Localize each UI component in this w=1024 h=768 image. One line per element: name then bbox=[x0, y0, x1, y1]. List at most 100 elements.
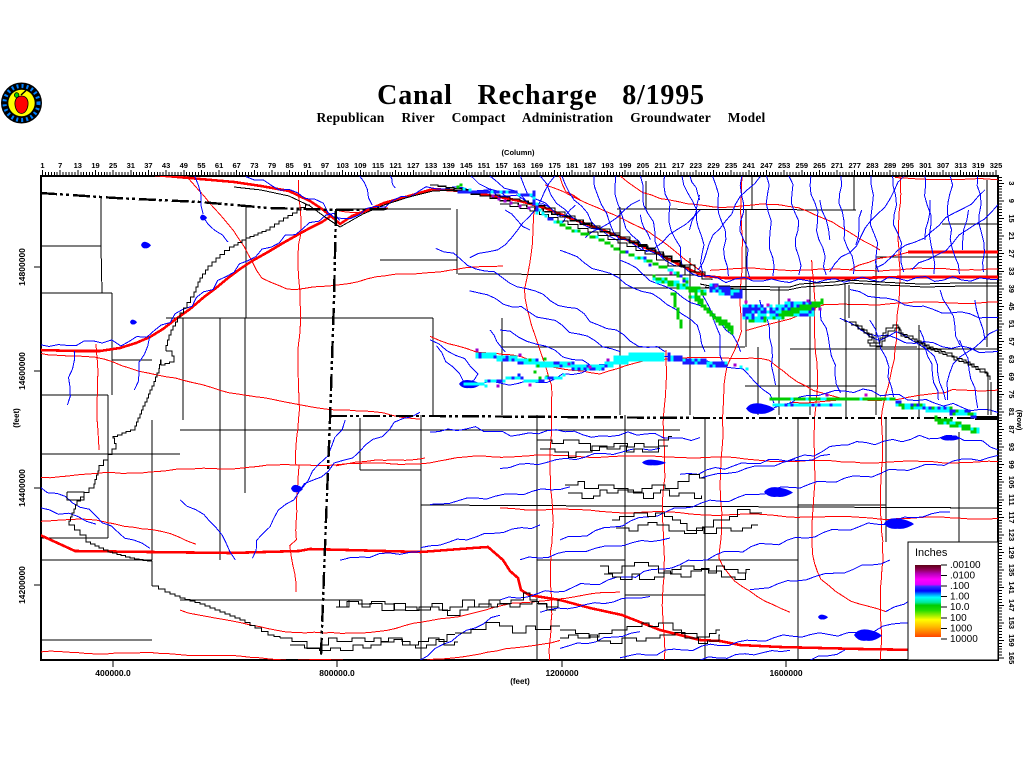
svg-text:81: 81 bbox=[1007, 408, 1016, 416]
svg-text:133: 133 bbox=[425, 161, 438, 170]
svg-text:10000: 10000 bbox=[950, 634, 978, 645]
svg-text:14600000: 14600000 bbox=[17, 352, 27, 390]
svg-text:(feet): (feet) bbox=[12, 408, 21, 428]
svg-text:87: 87 bbox=[1007, 425, 1016, 433]
svg-text:14400000: 14400000 bbox=[17, 469, 27, 507]
svg-text:14200000: 14200000 bbox=[17, 566, 27, 604]
svg-text:265: 265 bbox=[813, 161, 826, 170]
svg-text:99: 99 bbox=[1007, 460, 1016, 468]
svg-text:61: 61 bbox=[215, 161, 223, 170]
svg-text:73: 73 bbox=[250, 161, 258, 170]
svg-text:67: 67 bbox=[233, 161, 241, 170]
svg-text:19: 19 bbox=[91, 161, 99, 170]
svg-text:151: 151 bbox=[478, 161, 491, 170]
svg-text:313: 313 bbox=[954, 161, 967, 170]
svg-text:229: 229 bbox=[707, 161, 720, 170]
svg-text:163: 163 bbox=[513, 161, 526, 170]
svg-text:1000: 1000 bbox=[950, 623, 973, 634]
svg-text:121: 121 bbox=[389, 161, 402, 170]
svg-text:253: 253 bbox=[778, 161, 791, 170]
svg-text:400000.0: 400000.0 bbox=[95, 668, 131, 678]
svg-text:193: 193 bbox=[601, 161, 614, 170]
svg-text:259: 259 bbox=[796, 161, 809, 170]
svg-text:325: 325 bbox=[990, 161, 1003, 170]
svg-text:57: 57 bbox=[1007, 337, 1016, 345]
svg-text:217: 217 bbox=[672, 161, 685, 170]
svg-text:147: 147 bbox=[1007, 599, 1016, 612]
svg-text:277: 277 bbox=[848, 161, 861, 170]
svg-text:.00100: .00100 bbox=[950, 560, 981, 571]
svg-text:85: 85 bbox=[286, 161, 294, 170]
svg-text:169: 169 bbox=[531, 161, 544, 170]
svg-text:109: 109 bbox=[354, 161, 367, 170]
svg-text:Canal Recharge 8/1995: Canal Recharge 8/1995 bbox=[377, 80, 705, 111]
svg-text:181: 181 bbox=[566, 161, 579, 170]
svg-text:79: 79 bbox=[268, 161, 276, 170]
svg-text:141: 141 bbox=[1007, 581, 1016, 594]
svg-text:205: 205 bbox=[637, 161, 650, 170]
svg-text:100: 100 bbox=[950, 613, 967, 624]
svg-text:123: 123 bbox=[1007, 529, 1016, 542]
svg-text:211: 211 bbox=[654, 161, 666, 170]
svg-text:235: 235 bbox=[725, 161, 738, 170]
svg-text:55: 55 bbox=[197, 161, 205, 170]
svg-text:301: 301 bbox=[919, 161, 932, 170]
svg-text:31: 31 bbox=[127, 161, 135, 170]
svg-text:63: 63 bbox=[1007, 355, 1016, 363]
svg-text:(feet): (feet) bbox=[510, 677, 530, 686]
svg-text:129: 129 bbox=[1007, 546, 1016, 559]
svg-text:105: 105 bbox=[1007, 476, 1016, 489]
svg-text:117: 117 bbox=[1007, 511, 1016, 523]
svg-text:319: 319 bbox=[972, 161, 985, 170]
svg-text:9: 9 bbox=[1007, 199, 1016, 203]
svg-text:(Column): (Column) bbox=[502, 148, 535, 157]
svg-text:37: 37 bbox=[144, 161, 152, 170]
svg-text:49: 49 bbox=[180, 161, 188, 170]
svg-text:45: 45 bbox=[1007, 302, 1016, 310]
svg-text:135: 135 bbox=[1007, 564, 1016, 577]
svg-text:1200000: 1200000 bbox=[545, 668, 578, 678]
svg-text:97: 97 bbox=[321, 161, 329, 170]
svg-text:51: 51 bbox=[1007, 320, 1016, 328]
svg-text:14800000: 14800000 bbox=[17, 248, 27, 286]
svg-text:39: 39 bbox=[1007, 285, 1016, 293]
svg-text:223: 223 bbox=[690, 161, 703, 170]
svg-text:111: 111 bbox=[1007, 494, 1016, 506]
svg-text:199: 199 bbox=[619, 161, 632, 170]
svg-text:Inches: Inches bbox=[915, 547, 948, 559]
svg-text:153: 153 bbox=[1007, 617, 1016, 630]
svg-text:15: 15 bbox=[1007, 214, 1016, 222]
svg-text:241: 241 bbox=[743, 161, 756, 170]
svg-text:283: 283 bbox=[866, 161, 879, 170]
svg-text:43: 43 bbox=[162, 161, 170, 170]
svg-text:175: 175 bbox=[548, 161, 561, 170]
svg-text:289: 289 bbox=[884, 161, 897, 170]
svg-text:91: 91 bbox=[303, 161, 311, 170]
svg-text:271: 271 bbox=[831, 161, 844, 170]
svg-text:800000.0: 800000.0 bbox=[319, 668, 355, 678]
svg-text:103: 103 bbox=[336, 161, 349, 170]
svg-text:247: 247 bbox=[760, 161, 773, 170]
svg-text:157: 157 bbox=[495, 161, 508, 170]
svg-text:93: 93 bbox=[1007, 443, 1016, 451]
svg-text:127: 127 bbox=[407, 161, 420, 170]
svg-text:Republican River Compact Admin: Republican River Compact Administration … bbox=[316, 110, 765, 125]
svg-text:21: 21 bbox=[1007, 232, 1016, 240]
svg-text:165: 165 bbox=[1007, 652, 1016, 665]
svg-text:10.0: 10.0 bbox=[950, 602, 970, 613]
svg-text:69: 69 bbox=[1007, 373, 1016, 381]
svg-text:1.00: 1.00 bbox=[950, 592, 970, 603]
svg-text:.0100: .0100 bbox=[950, 571, 975, 582]
svg-text:307: 307 bbox=[937, 161, 950, 170]
svg-text:187: 187 bbox=[584, 161, 597, 170]
svg-text:159: 159 bbox=[1007, 634, 1016, 647]
svg-text:27: 27 bbox=[1007, 250, 1016, 258]
svg-text:139: 139 bbox=[442, 161, 455, 170]
svg-text:1600000: 1600000 bbox=[769, 668, 802, 678]
svg-text:33: 33 bbox=[1007, 267, 1016, 275]
svg-text:(Row): (Row) bbox=[1015, 410, 1024, 431]
svg-text:295: 295 bbox=[901, 161, 914, 170]
svg-text:7: 7 bbox=[58, 161, 62, 170]
svg-text:75: 75 bbox=[1007, 390, 1016, 398]
svg-text:3: 3 bbox=[1007, 181, 1016, 185]
